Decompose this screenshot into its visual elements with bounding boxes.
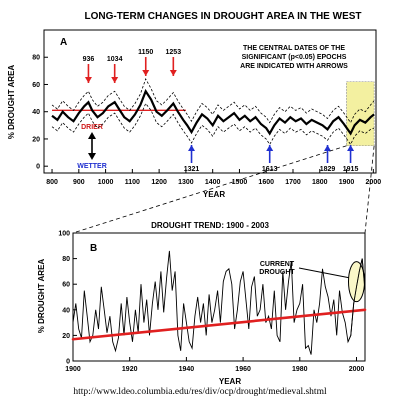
drier-wetter-double-arrow (88, 132, 96, 160)
panel-b-frame (72, 232, 366, 362)
source-url: http://www.ldeo.columbia.edu/res/div/ocp… (73, 387, 327, 397)
panel-b-ytick-label-3: 60 (62, 282, 70, 289)
panel-a-xtick-label-3: 1100 (125, 179, 140, 186)
wetter-epoch-label-2: 1829 (320, 166, 336, 173)
panel-a-xtick-label-10: 1800 (312, 179, 328, 186)
wetter-epoch-arrow-1 (266, 145, 274, 163)
wetter-epoch-label-0: 1321 (184, 166, 200, 173)
panel-a-label: A (60, 37, 67, 48)
annual-drought-area-line (72, 250, 366, 355)
panel-a-ytick-label-0: 0 (36, 164, 40, 171)
confidence-band-line-1 (51, 78, 375, 124)
panel-a-xtick-label-11: 1900 (339, 179, 355, 186)
wetter-epoch-label-3: 1915 (343, 166, 359, 173)
drier-epoch-arrow-3-head (169, 70, 177, 76)
panel-a-xtick-label-0: 800 (46, 179, 58, 186)
drier-epoch-arrow-1-head (111, 77, 119, 83)
drier-epoch-label-1: 1034 (107, 56, 123, 63)
panel-a-xtick-label-8: 1600 (258, 179, 274, 186)
current-drought-line-1: CURRENT (260, 261, 295, 268)
panel-a-ylabel: % DROUGHT AREA (7, 65, 16, 140)
panel-b-ytick-label-2: 40 (62, 307, 70, 314)
drought-area-series-line (51, 88, 375, 136)
double-arrow-head-down (88, 153, 96, 160)
panel-b: B CURRENT DROUGHT YEAR % DROUGHT AREA 19… (37, 231, 367, 386)
drier-epoch-arrow-3 (169, 57, 177, 76)
current-drought-highlight (347, 261, 365, 303)
drought-trend-line (71, 308, 367, 341)
drier-epoch-arrow-1 (111, 64, 119, 83)
panel-b-xtick-label-4: 1980 (292, 366, 308, 373)
recent-period-highlight (346, 81, 375, 147)
panel-a-xtick-label-5: 1300 (178, 179, 194, 186)
panel-b-ylabel: % DROUGHT AREA (37, 259, 46, 334)
wetter-label: WETTER (77, 163, 107, 170)
recent-drought-line-segment (347, 258, 366, 342)
wetter-epoch-arrow-3-head (347, 145, 355, 151)
panel-a-ytick-label-2: 40 (32, 109, 40, 116)
drier-epoch-label-3: 1253 (166, 49, 182, 56)
wetter-epoch-arrow-2 (324, 145, 332, 163)
panel-b-xtick-label-5: 2000 (349, 366, 365, 373)
panel-b-label: B (90, 243, 97, 254)
panel-a-ytick-label-4: 80 (32, 55, 40, 62)
wetter-epoch-label-1: 1613 (262, 166, 278, 173)
panel-b-xtick-label-0: 1900 (65, 366, 81, 373)
drier-epoch-arrow-2-head (142, 70, 150, 76)
panel-b-title: DROUGHT TREND: 1900 - 2003 (151, 221, 269, 230)
panel-a-xtick-label-6: 1400 (205, 179, 221, 186)
drier-epoch-arrow-0-head (84, 77, 92, 83)
current-drought-line-2: DROUGHT (259, 269, 295, 276)
panel-a-xtick-label-1: 900 (73, 179, 85, 186)
panel-b-ytick-label-5: 100 (58, 231, 70, 238)
panel-b-xtick-label-2: 1940 (179, 366, 195, 373)
panel-a-title: LONG-TERM CHANGES IN DROUGHT AREA IN THE… (84, 11, 361, 22)
panel-b-ytick-label-4: 80 (62, 256, 70, 263)
panel-a-note-line-3: ARE INDICATED WITH ARROWS (240, 63, 348, 70)
wetter-epoch-arrow-0-head (188, 145, 196, 151)
wetter-epoch-arrow-0 (188, 145, 196, 163)
current-drought-pointer (298, 267, 349, 279)
panel-a-xtick-label-12: 2000 (366, 179, 382, 186)
panel-b-xlabel: YEAR (219, 377, 241, 386)
panel-b-xtick-label-1: 1920 (122, 366, 138, 373)
wetter-epoch-arrow-3 (347, 145, 355, 163)
drier-label: DRIER (81, 124, 103, 131)
panel-a-xtick-label-4: 1200 (151, 179, 167, 186)
drier-epoch-label-0: 936 (83, 56, 95, 63)
wetter-epoch-arrow-1-head (266, 145, 274, 151)
confidence-band-line-2 (51, 102, 375, 146)
drier-epoch-label-2: 1150 (138, 49, 153, 56)
panel-a-xtick-label-2: 1000 (98, 179, 114, 186)
drier-epoch-arrow-0 (84, 64, 92, 83)
wetter-epoch-arrow-2-head (324, 145, 332, 151)
zoom-connector-left (72, 145, 347, 234)
panel-b-xtick-label-3: 1960 (235, 366, 251, 373)
panel-b-ytick-label-1: 20 (62, 333, 70, 340)
panel-a-note-line-1: THE CENTRAL DATES OF THE (243, 45, 345, 52)
zoom-connector-right (364, 145, 375, 234)
panel-a-frame (43, 29, 377, 174)
panel-a-ytick-label-3: 60 (32, 82, 40, 89)
panel-a-xtick-label-9: 1700 (285, 179, 301, 186)
panel-a-xlabel: YEAR (203, 190, 225, 199)
drier-epoch-arrow-2 (142, 57, 150, 76)
panel-b-ytick-label-0: 0 (66, 359, 70, 366)
panel-a-note-line-2: SIGNIFICANT (p<0.05) EPOCHS (242, 54, 347, 61)
double-arrow-head-up (88, 132, 96, 139)
panel-a-xtick-label-7: 1500 (232, 179, 248, 186)
panel-a-ytick-label-1: 20 (32, 136, 40, 143)
panel-a: A THE CENTRAL DATES OF THE SIGNIFICANT (… (7, 29, 382, 199)
